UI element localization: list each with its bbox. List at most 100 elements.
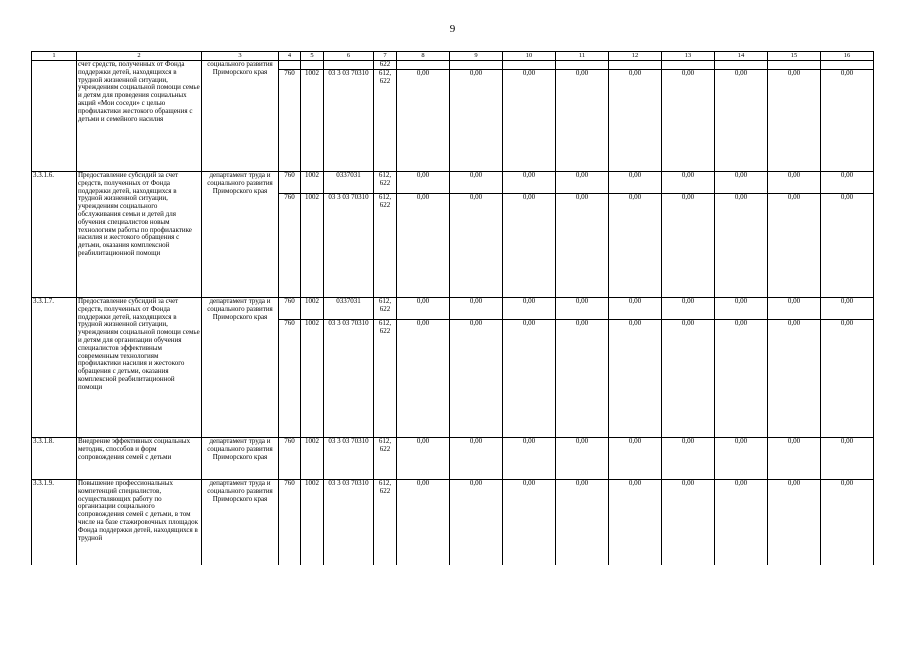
amount-cell: 0,00 <box>820 193 874 298</box>
amount-cell: 0,00 <box>767 69 821 172</box>
page-number: 9 <box>449 23 456 35</box>
amount-cell: 0,00 <box>714 171 768 194</box>
amount-cell <box>820 60 874 70</box>
amount-cell: 0,00 <box>502 193 556 298</box>
column-number-header: 7 <box>373 51 397 61</box>
grbs-cell: 760 <box>278 437 301 480</box>
activity-name-cell: Внедрение эффективных социальных методик… <box>76 437 202 480</box>
grbs-cell: 760 <box>278 319 301 438</box>
column-number-header: 10 <box>502 51 556 61</box>
column-number-header: 8 <box>396 51 450 61</box>
vr-cell: 612, 622 <box>373 193 397 298</box>
amount-cell <box>396 60 450 70</box>
amount-cell: 0,00 <box>661 479 715 565</box>
csr-cell: 0337031 <box>323 297 374 320</box>
amount-cell <box>767 60 821 70</box>
amount-cell: 0,00 <box>555 437 609 480</box>
column-number-header: 15 <box>767 51 821 61</box>
amount-cell: 0,00 <box>608 479 662 565</box>
amount-cell: 0,00 <box>449 69 503 172</box>
csr-cell: 03 3 03 70310 <box>323 479 374 565</box>
vr-cell: 612, 622 <box>373 479 397 565</box>
vr-cell: 612, 622 <box>373 171 397 194</box>
department-cell: департамент труда и социального развития… <box>201 479 279 565</box>
activity-name-cell: Предоставление субсидий за счет средств,… <box>76 171 202 298</box>
amount-cell: 0,00 <box>555 479 609 565</box>
amount-cell: 0,00 <box>396 171 450 194</box>
column-number-header: 14 <box>714 51 768 61</box>
amount-cell: 0,00 <box>449 193 503 298</box>
table-row: 3.3.1.7. Предоставление субсидий за счет … <box>31 297 874 438</box>
rz-pr-cell: 1002 <box>300 193 324 298</box>
grbs-cell: 760 <box>278 297 301 320</box>
row-number-cell: 3.3.1.6. <box>31 171 77 298</box>
amount-cell <box>449 60 503 70</box>
row-number-cell <box>31 60 77 172</box>
amount-cell: 0,00 <box>714 319 768 438</box>
amount-cell <box>502 60 556 70</box>
grbs-cell: 760 <box>278 171 301 194</box>
amount-cell: 0,00 <box>396 319 450 438</box>
amount-cell: 0,00 <box>502 319 556 438</box>
vr-cell: 612, 622 <box>373 437 397 480</box>
amount-cell: 0,00 <box>608 171 662 194</box>
amount-cell: 0,00 <box>555 319 609 438</box>
document-page: 9 1 2 3 4 5 6 7 8 9 10 11 12 13 14 15 16 счет средств, … <box>0 23 905 663</box>
amount-cell: 0,00 <box>661 437 715 480</box>
amount-cell: 0,00 <box>661 171 715 194</box>
column-number-header: 12 <box>608 51 662 61</box>
amount-cell: 0,00 <box>502 437 556 480</box>
amount-cell: 0,00 <box>767 297 821 320</box>
csr-cell <box>323 60 374 70</box>
amount-cell: 0,00 <box>820 69 874 172</box>
amount-cell: 0,00 <box>502 69 556 172</box>
amount-cell: 0,00 <box>661 69 715 172</box>
amount-cell: 0,00 <box>714 437 768 480</box>
amount-cell <box>608 60 662 70</box>
row-number-cell: 3.3.1.8. <box>31 437 77 480</box>
csr-cell: 03 3 03 70310 <box>323 193 374 298</box>
amount-cell: 0,00 <box>502 297 556 320</box>
amount-cell: 0,00 <box>396 437 450 480</box>
rz-pr-cell: 1002 <box>300 69 324 172</box>
column-number-header: 2 <box>76 51 202 61</box>
amount-cell: 0,00 <box>820 297 874 320</box>
rz-pr-cell: 1002 <box>300 479 324 565</box>
rz-pr-cell <box>300 60 324 70</box>
amount-cell: 0,00 <box>820 319 874 438</box>
column-number-header: 3 <box>201 51 279 61</box>
amount-cell: 0,00 <box>502 479 556 565</box>
rz-pr-cell: 1002 <box>300 297 324 320</box>
amount-cell: 0,00 <box>608 69 662 172</box>
amount-cell: 0,00 <box>767 171 821 194</box>
amount-cell: 0,00 <box>608 319 662 438</box>
amount-cell: 0,00 <box>767 193 821 298</box>
department-cell: департамент труда и социального развития… <box>201 171 279 298</box>
amount-cell <box>714 60 768 70</box>
amount-cell: 0,00 <box>449 171 503 194</box>
amount-cell <box>661 60 715 70</box>
amount-cell: 0,00 <box>820 479 874 565</box>
grbs-cell: 760 <box>278 479 301 565</box>
amount-cell: 0,00 <box>449 319 503 438</box>
activity-name-cell: счет средств, полученных от Фонда поддер… <box>76 60 202 172</box>
column-number-header: 5 <box>300 51 324 61</box>
amount-cell: 0,00 <box>555 193 609 298</box>
amount-cell: 0,00 <box>608 297 662 320</box>
department-cell: департамент труда и социального развития… <box>201 297 279 438</box>
table-row: 3.3.1.9. Повышение профессиональных компе… <box>31 479 874 565</box>
column-number-header: 13 <box>661 51 715 61</box>
amount-cell: 0,00 <box>767 437 821 480</box>
amount-cell: 0,00 <box>555 297 609 320</box>
amount-cell: 0,00 <box>449 437 503 480</box>
amount-cell: 0,00 <box>714 193 768 298</box>
amount-cell: 0,00 <box>502 171 556 194</box>
csr-cell: 0337031 <box>323 171 374 194</box>
amount-cell: 0,00 <box>714 479 768 565</box>
amount-cell: 0,00 <box>661 297 715 320</box>
table-row: 760 1002 03 3 03 70310 612, 622 0,00 0,00 0,00… <box>32 193 874 298</box>
amount-cell: 0,00 <box>714 69 768 172</box>
row-number-cell: 3.3.1.9. <box>31 479 77 565</box>
rz-pr-cell: 1002 <box>300 437 324 480</box>
department-cell: социального развития Приморского края <box>201 60 279 172</box>
